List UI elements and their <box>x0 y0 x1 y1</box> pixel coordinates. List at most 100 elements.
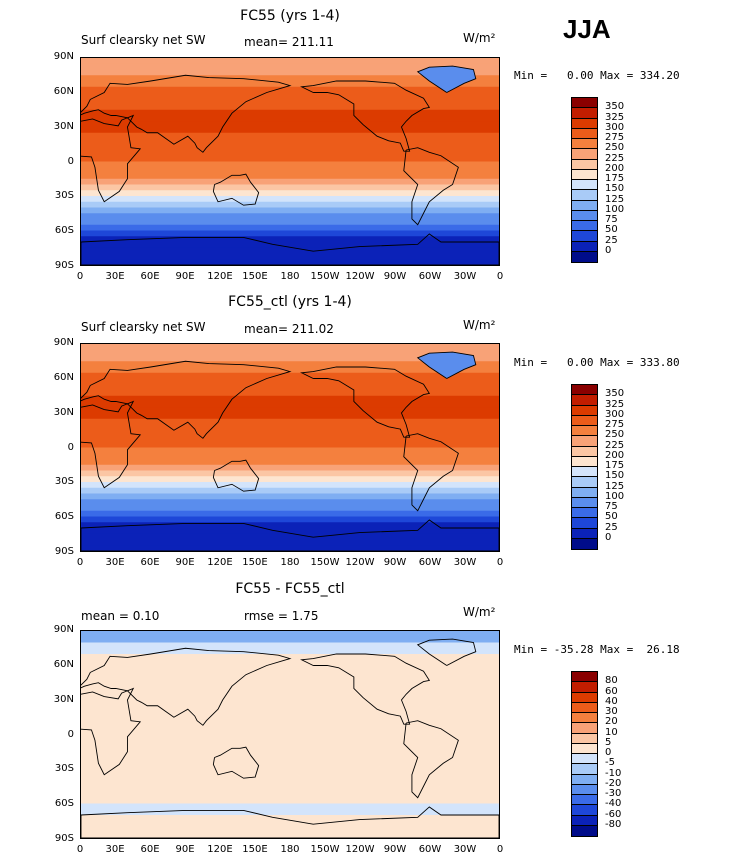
contour-band <box>81 677 499 684</box>
contour-band <box>81 682 499 689</box>
colorbar-swatch <box>572 672 597 683</box>
colorbar-swatch <box>572 467 597 478</box>
map-plot <box>80 343 500 552</box>
lat-tick-label: 90N <box>53 624 74 635</box>
lon-tick-label: 30W <box>453 557 477 568</box>
colorbar-swatch <box>572 723 597 734</box>
contour-band <box>81 711 499 718</box>
lon-tick-label: 60W <box>418 557 442 568</box>
colorbar-swatch <box>572 385 597 396</box>
colorbar-swatch <box>572 538 597 549</box>
colorbar-label: 75 <box>605 214 618 225</box>
contour-band <box>81 447 499 454</box>
colorbar-swatch <box>572 446 597 457</box>
lon-tick-label: 180 <box>280 271 300 282</box>
colorbar-label: -10 <box>605 767 622 779</box>
panel-fc55-ctl: FC55_ctl (yrs 1-4) Surf clearsky net SW … <box>80 294 680 552</box>
colorbar <box>571 97 598 263</box>
panel-title: FC55 (yrs 1-4) <box>240 8 340 24</box>
contour-band <box>81 774 499 781</box>
colorbar-swatch <box>572 405 597 416</box>
contour-band <box>81 104 499 111</box>
colorbar-swatch <box>572 98 597 109</box>
lat-tick-label: 60S <box>54 511 74 523</box>
contour-band <box>81 407 499 414</box>
lon-tick-label: 120E <box>207 844 233 855</box>
colorbar-label: -5 <box>605 757 615 769</box>
contour-band <box>81 751 499 758</box>
season-label: JJA <box>563 14 611 44</box>
contour-band <box>81 631 499 638</box>
colorbar-swatch <box>572 733 597 744</box>
contour-band <box>81 167 499 174</box>
contour-band <box>81 144 499 151</box>
colorbar-swatch <box>572 159 597 170</box>
field-label: Surf clearsky net SW <box>81 33 206 47</box>
colorbar-label: 250 <box>605 142 625 154</box>
units-label: W/m² <box>463 318 496 332</box>
contour-band <box>81 441 499 448</box>
units-label: W/m² <box>463 605 496 619</box>
colorbar-label: 75 <box>605 501 618 512</box>
lat-tick-label: 90S <box>54 546 74 557</box>
lon-tick-label: 150W <box>310 557 340 568</box>
colorbar-label: -40 <box>605 798 622 810</box>
lon-tick-label: 90W <box>383 271 407 282</box>
panel-title: FC55 - FC55_ctl <box>235 581 345 597</box>
minmax-label: Min = 0.00 Max = 333.80 <box>514 356 680 369</box>
contour-band <box>81 173 499 180</box>
colorbar-label: 20 <box>605 716 618 728</box>
contour-band <box>81 109 499 116</box>
colorbar-label: 0 <box>605 747 612 758</box>
contour-band <box>81 424 499 431</box>
contour-band <box>81 63 499 70</box>
contour-band <box>81 115 499 122</box>
lon-tick-label: 150E <box>242 844 268 855</box>
contour-band <box>81 196 499 203</box>
colorbar-label: 0 <box>605 531 612 543</box>
contour-band <box>81 436 499 443</box>
coastline <box>81 114 142 203</box>
colorbar-swatch <box>572 128 597 139</box>
lat-tick-label: 60S <box>54 798 74 810</box>
colorbar-label: 300 <box>605 408 625 420</box>
colorbar-label: 125 <box>605 480 625 492</box>
lon-tick-label: 60W <box>418 271 442 282</box>
coastline <box>416 351 477 379</box>
contour-band <box>81 132 499 139</box>
lat-tick-label: 90S <box>54 833 74 844</box>
contour-band <box>81 384 499 391</box>
coastline <box>81 74 292 153</box>
contour-band <box>81 694 499 701</box>
colorbar-label: 50 <box>605 511 618 523</box>
contour-band <box>81 717 499 724</box>
contour-band <box>81 688 499 695</box>
colorbar-swatch <box>572 395 597 406</box>
colorbar-label: 225 <box>605 439 625 451</box>
lon-tick-label: 0 <box>496 271 504 282</box>
contour-band <box>81 401 499 408</box>
contour-band <box>81 636 499 643</box>
coastline <box>81 360 292 439</box>
contour-band <box>81 395 499 402</box>
colorbar-label: 175 <box>605 173 625 184</box>
colorbar-swatch <box>572 139 597 150</box>
colorbar-label: 250 <box>605 429 625 441</box>
contour-band <box>81 242 499 249</box>
contour-band <box>81 184 499 191</box>
lat-tick-label: 90S <box>54 260 74 271</box>
contour-band <box>81 832 499 838</box>
colorbar-label: 100 <box>605 203 625 215</box>
colorbar-swatch <box>572 774 597 785</box>
minmax-label: Min = 0.00 Max = 334.20 <box>514 69 680 82</box>
lat-tick-label: 30S <box>54 763 74 775</box>
contour-band <box>81 659 499 666</box>
contour-band <box>81 820 499 827</box>
contour-band <box>81 178 499 185</box>
panel-fc55: FC55 (yrs 1-4) Surf clearsky net SW mean… <box>0 0 733 290</box>
colorbar-swatch <box>572 251 597 262</box>
lon-tick-label: 90W <box>383 557 407 568</box>
contour-band <box>81 734 499 741</box>
contour-band <box>81 224 499 231</box>
